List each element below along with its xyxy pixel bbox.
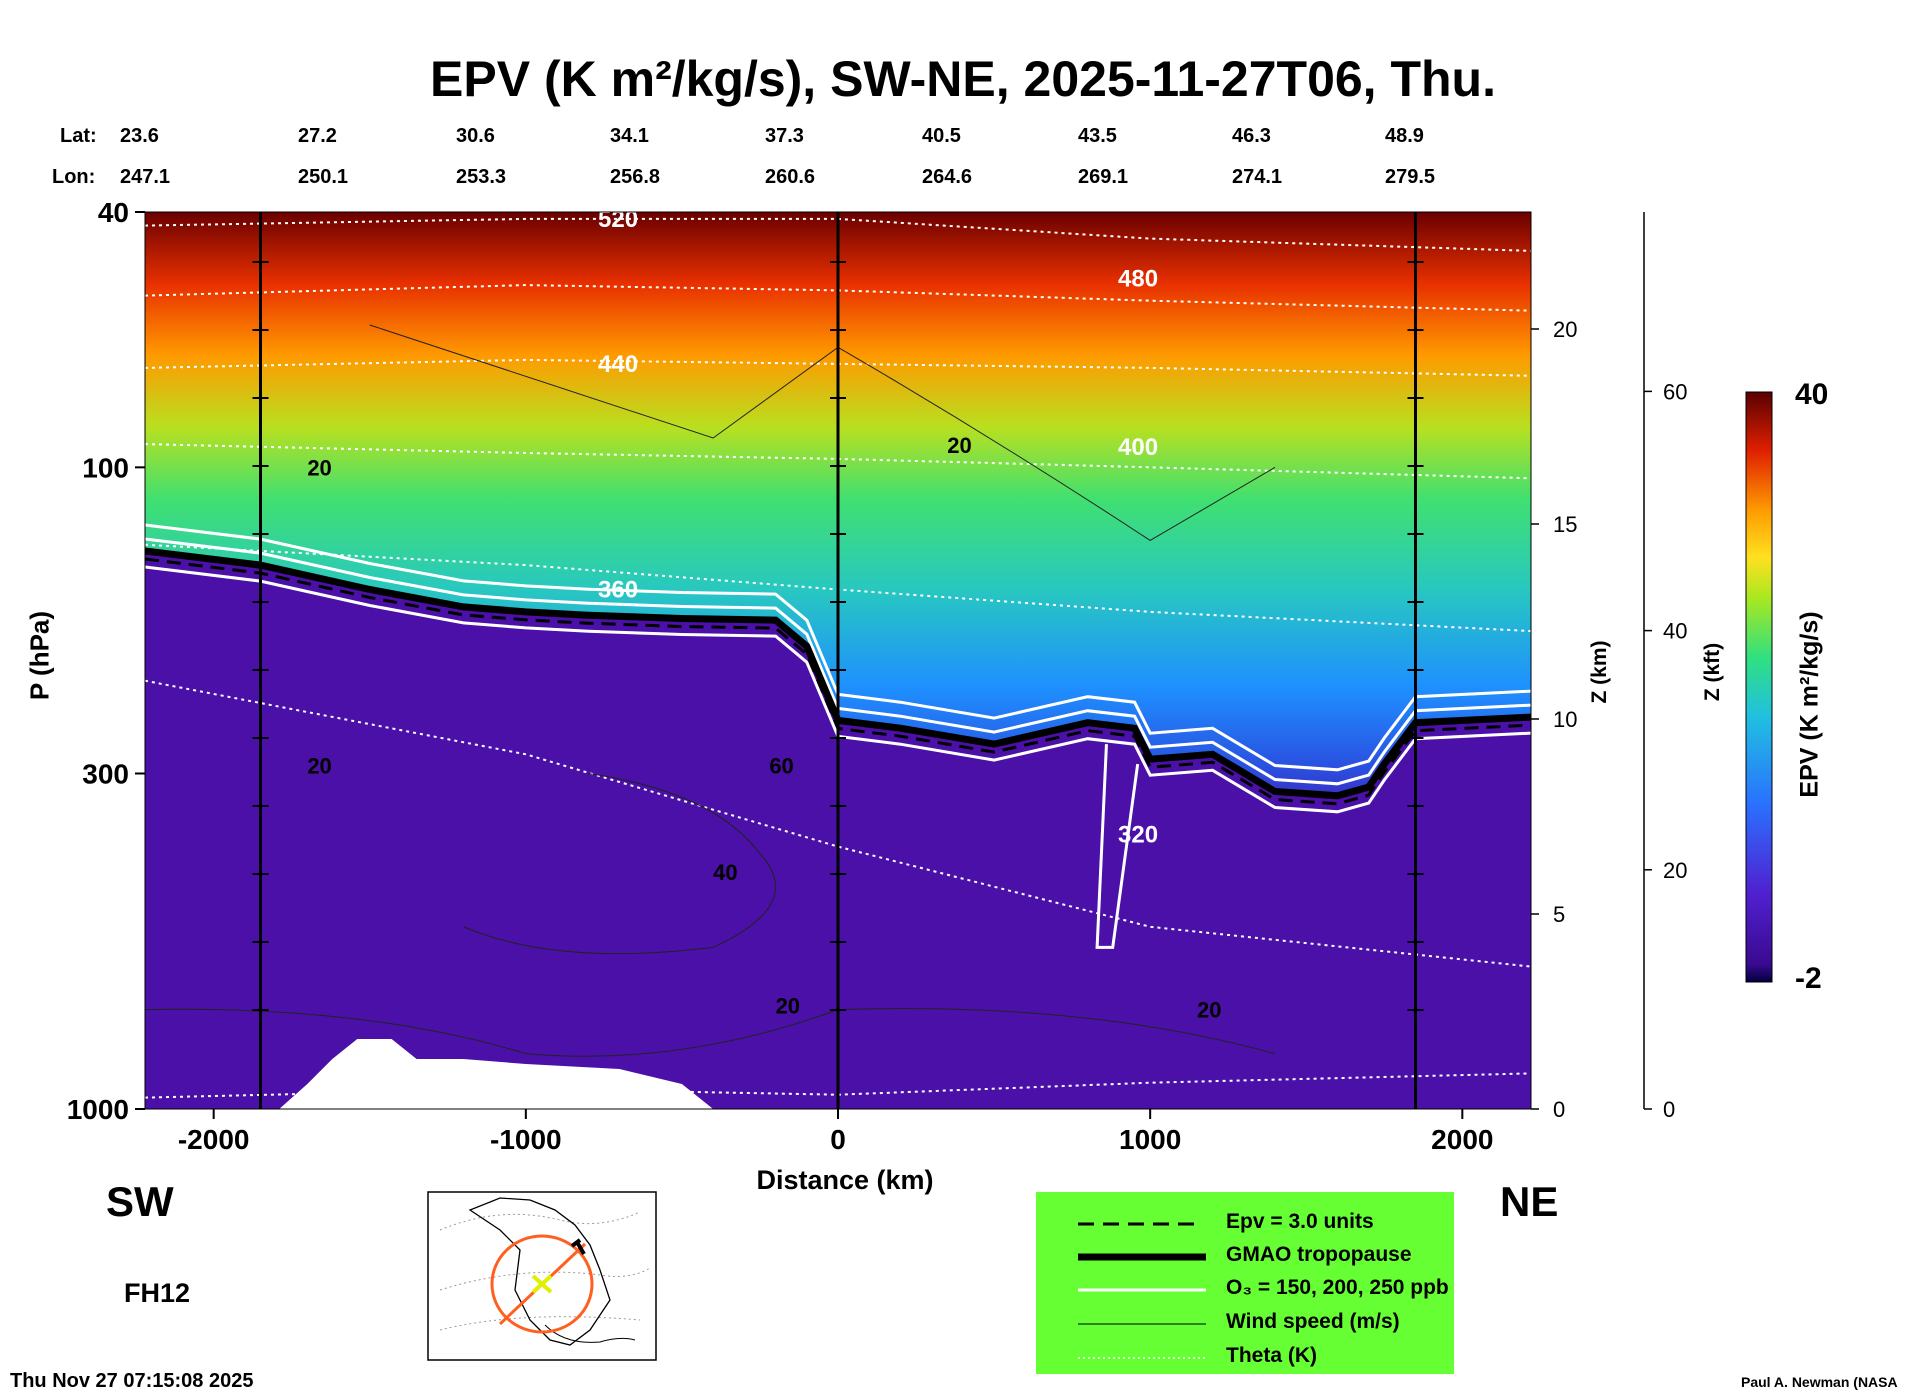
tropopause-lines <box>145 547 1531 806</box>
lat-value: 48.9 <box>1385 125 1424 147</box>
legend-label-wind: Wind speed (m/s) <box>1226 1310 1400 1333</box>
legend: Epv = 3.0 units GMAO tropopause O₃ = 150… <box>1036 1192 1454 1374</box>
lat-value: 37.3 <box>765 125 804 147</box>
colorbar <box>1745 391 1773 983</box>
z-km-axis: 0 5 10 15 20 <box>1531 317 1577 1122</box>
theta-label: 280 <box>598 1082 638 1109</box>
wind-contour <box>463 772 776 955</box>
wind-speed-label: 60 <box>769 753 793 778</box>
inset-map <box>427 1191 657 1361</box>
direction-ne: NE <box>1500 1178 1559 1225</box>
lat-label: Lat: <box>60 125 97 147</box>
legend-label-tropopause: GMAO tropopause <box>1226 1243 1412 1266</box>
z-kft-tick-label: 20 <box>1663 858 1687 883</box>
chart-title: EPV (K m²/kg/s), SW-NE, 2025-11-27T06, T… <box>430 51 1496 107</box>
theta-label: 480 <box>1118 265 1158 292</box>
vertical-markers <box>252 212 1424 1109</box>
epv-3-contour <box>145 557 1531 806</box>
colorbar-max-label: 40 <box>1795 378 1829 411</box>
lon-value: 247.1 <box>120 166 171 188</box>
x-tick-label: -2000 <box>178 1124 250 1155</box>
wind-speed-label: 20 <box>307 753 331 778</box>
theta-contour <box>145 679 1531 968</box>
colorbar-title: EPV (K m²/kg/s) <box>1795 611 1824 798</box>
x-axis-title: Distance (km) <box>756 1165 934 1195</box>
z-km-tick-label: 0 <box>1553 1097 1565 1122</box>
x-tick-label: 0 <box>830 1124 846 1155</box>
x-tick-label: 2000 <box>1431 1124 1493 1155</box>
z-kft-tick-label: 40 <box>1663 619 1687 644</box>
timestamp: Thu Nov 27 07:15:08 2025 <box>10 1370 254 1392</box>
ozone-contour <box>145 537 1531 786</box>
z-kft-tick-label: 0 <box>1663 1097 1675 1122</box>
y-tick-label: 100 <box>82 452 129 483</box>
lat-value: 43.5 <box>1078 125 1117 147</box>
y-axis: 40 100 300 1000 <box>67 197 145 1125</box>
terrain-mask <box>279 1039 714 1109</box>
y-axis-title: P (hPa) <box>24 610 55 701</box>
legend-label-ozone: O₃ = 150, 200, 250 ppb <box>1226 1276 1449 1299</box>
wind-speed-label: 20 <box>776 994 800 1019</box>
y-tick-label: 1000 <box>67 1094 129 1125</box>
z-km-tick-label: 15 <box>1553 512 1577 537</box>
z-kft-tick-label: 60 <box>1663 379 1687 404</box>
lon-label: Lon: <box>52 166 96 188</box>
wind-speed-label: 40 <box>713 860 737 885</box>
tropopause-line <box>145 547 1531 800</box>
x-tick-label: -1000 <box>490 1124 562 1155</box>
lat-value: 40.5 <box>922 125 961 147</box>
wind-contour <box>145 1008 1276 1057</box>
direction-sw: SW <box>106 1178 174 1225</box>
theta-label: 320 <box>1118 822 1158 849</box>
forecast-hour: FH12 <box>124 1278 191 1308</box>
lon-value: 256.8 <box>610 166 661 188</box>
z-km-tick-label: 5 <box>1553 902 1565 927</box>
lon-value: 269.1 <box>1078 166 1129 188</box>
lat-value: 23.6 <box>120 125 159 147</box>
ozone-contour <box>145 565 1531 814</box>
credit: Paul A. Newman (NASA <box>1741 1374 1898 1390</box>
ozone-contour <box>145 523 1531 772</box>
wind-speed-label: 20 <box>947 433 971 458</box>
y-tick-label: 300 <box>82 758 129 789</box>
lat-value: 34.1 <box>610 125 649 147</box>
y-tick-label: 40 <box>98 197 129 228</box>
z-kft-title: Z (kft) <box>1701 642 1724 702</box>
lon-value: 264.6 <box>922 166 973 188</box>
wind-speed-label: 20 <box>307 456 331 481</box>
x-axis: -2000 -1000 0 1000 2000 <box>178 1109 1493 1155</box>
lat-value: 27.2 <box>298 125 337 147</box>
ozone-contours <box>145 523 1531 949</box>
lat-value: 46.3 <box>1232 125 1271 147</box>
theta-label: 440 <box>598 351 638 378</box>
x-tick-label: 1000 <box>1119 1124 1181 1155</box>
lon-value: 253.3 <box>456 166 507 188</box>
legend-label-theta: Theta (K) <box>1226 1344 1317 1367</box>
lon-value: 260.6 <box>765 166 816 188</box>
lon-value: 279.5 <box>1385 166 1436 188</box>
z-km-title: Z (km) <box>1588 640 1611 704</box>
legend-line-samples <box>1036 1192 1454 1374</box>
ozone-contour <box>1095 744 1140 949</box>
legend-label-epv: Epv = 3.0 units <box>1226 1210 1374 1233</box>
z-kft-axis: 0 20 40 60 <box>1643 212 1687 1122</box>
theta-label: 400 <box>1118 434 1158 461</box>
z-km-tick-label: 20 <box>1553 317 1577 342</box>
theta-label: 520 <box>598 206 638 233</box>
lat-value: 30.6 <box>456 125 495 147</box>
lon-value: 274.1 <box>1232 166 1283 188</box>
lon-value: 250.1 <box>298 166 349 188</box>
wind-speed-label: 20 <box>1197 997 1221 1022</box>
colorbar-min-label: -2 <box>1795 962 1822 995</box>
z-km-tick-label: 10 <box>1553 707 1577 732</box>
